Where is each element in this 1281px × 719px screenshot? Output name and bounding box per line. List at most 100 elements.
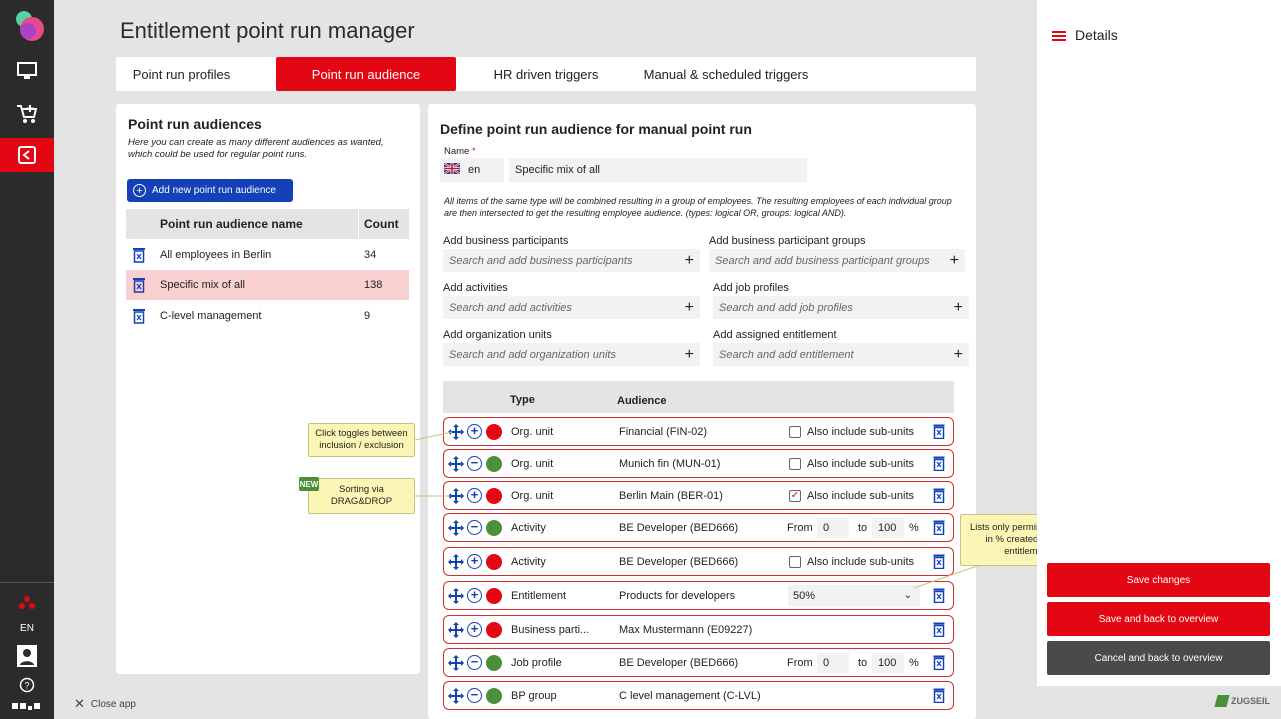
business-participants-search[interactable]: Search and add business participants + xyxy=(443,249,700,272)
audience-rule-row[interactable]: − BP group C level management (C-LVL) xyxy=(443,681,954,710)
trash-icon[interactable] xyxy=(933,450,945,477)
include-toggle-icon[interactable]: + xyxy=(467,582,482,609)
org-icon[interactable] xyxy=(0,594,54,612)
rule-audience: Max Mustermann (E09227) xyxy=(619,623,753,636)
table-row-selected[interactable]: Specific mix of all 138 xyxy=(126,270,409,300)
range-to-input[interactable]: 100 xyxy=(872,649,904,676)
job-profiles-search[interactable]: Search and add job profiles + xyxy=(713,296,969,319)
tab-point-run-profiles[interactable]: Point run profiles xyxy=(132,66,231,82)
subunits-label: Also include sub-units xyxy=(807,457,915,470)
audience-rule-row[interactable]: + Org. unit Berlin Main (BER-01) ✓ Also incl… xyxy=(443,481,954,510)
drag-handle-icon[interactable] xyxy=(447,582,465,609)
logo-icon[interactable] xyxy=(0,8,54,46)
name-input[interactable]: Specific mix of all xyxy=(509,158,807,182)
drag-handle-icon[interactable] xyxy=(447,482,465,509)
include-toggle-icon[interactable]: + xyxy=(467,548,482,575)
tab-manual-scheduled-triggers[interactable]: Manual & scheduled triggers xyxy=(643,66,809,82)
trash-icon[interactable] xyxy=(933,514,945,541)
trash-icon[interactable] xyxy=(933,548,945,575)
monitor-icon[interactable] xyxy=(0,58,54,84)
save-button[interactable]: Save changes xyxy=(1047,563,1270,597)
status-dot-green[interactable] xyxy=(486,450,502,477)
audience-rule-row[interactable]: + Activity BE Developer (BED666) Also inclu… xyxy=(443,547,954,576)
subunits-checkbox[interactable]: Also include sub-units xyxy=(789,548,914,575)
subunits-checkbox[interactable]: Also include sub-units xyxy=(789,418,914,445)
org-units-search[interactable]: Search and add organization units + xyxy=(443,343,700,366)
plus-icon[interactable]: + xyxy=(949,251,959,269)
include-toggle-icon[interactable]: + xyxy=(467,616,482,643)
subunits-checkbox[interactable]: ✓ Also include sub-units xyxy=(789,482,914,509)
entitlement-search[interactable]: Search and add entitlement + xyxy=(713,343,969,366)
trash-icon[interactable] xyxy=(933,418,945,445)
trash-icon[interactable] xyxy=(933,582,945,609)
plus-icon[interactable]: + xyxy=(684,251,694,269)
help-icon[interactable]: ? xyxy=(0,676,54,694)
drag-handle-icon[interactable] xyxy=(447,418,465,445)
permission-level-select[interactable]: 50% ⌄ xyxy=(788,585,920,606)
plus-icon[interactable]: + xyxy=(684,345,694,363)
activities-search[interactable]: Search and add activities + xyxy=(443,296,700,319)
audience-rule-row[interactable]: − Activity BE Developer (BED666) From 0 to 100… xyxy=(443,513,954,542)
drag-handle-icon[interactable] xyxy=(447,514,465,541)
tab-hr-driven-triggers[interactable]: HR driven triggers xyxy=(493,66,599,82)
status-dot-green[interactable] xyxy=(486,514,502,541)
audience-rule-row[interactable]: − Org. unit Munich fin (MUN-01) Also includ… xyxy=(443,449,954,478)
plus-icon[interactable]: + xyxy=(953,345,963,363)
search-placeholder: Search and add activities xyxy=(449,301,572,314)
trash-icon[interactable] xyxy=(933,649,945,676)
trash-icon[interactable] xyxy=(933,482,945,509)
range-from-input[interactable]: 0 xyxy=(817,649,849,676)
drag-handle-icon[interactable] xyxy=(447,649,465,676)
status-dot-red[interactable] xyxy=(486,582,502,609)
status-dot-red[interactable] xyxy=(486,548,502,575)
status-dot-red[interactable] xyxy=(486,616,502,643)
add-audience-button[interactable]: + Add new point run audience xyxy=(127,179,293,202)
status-dot-green[interactable] xyxy=(486,649,502,676)
drag-handle-icon[interactable] xyxy=(447,450,465,477)
trash-icon[interactable] xyxy=(933,682,945,709)
search-placeholder: Search and add organization units xyxy=(449,348,616,361)
drag-handle-icon[interactable] xyxy=(447,682,465,709)
status-dot-green[interactable] xyxy=(486,682,502,709)
audience-rule-row[interactable]: + Business parti... Max Mustermann (E09227… xyxy=(443,615,954,644)
language-select[interactable]: en xyxy=(440,158,504,182)
status-dot-red[interactable] xyxy=(486,418,502,445)
include-toggle-icon[interactable]: + xyxy=(467,482,482,509)
exclude-toggle-icon[interactable]: − xyxy=(467,649,482,676)
exclude-toggle-icon[interactable]: − xyxy=(467,450,482,477)
range-from-input[interactable]: 0 xyxy=(817,514,849,541)
audience-count: 34 xyxy=(364,249,377,261)
apps-icon[interactable] xyxy=(0,700,54,712)
trash-icon[interactable] xyxy=(933,616,945,643)
plus-icon[interactable]: + xyxy=(684,298,694,316)
range-to-input[interactable]: 100 xyxy=(872,514,904,541)
exclude-toggle-icon[interactable]: − xyxy=(467,514,482,541)
language-label[interactable]: EN xyxy=(20,622,34,634)
exit-icon[interactable] xyxy=(0,138,54,172)
audience-rule-row[interactable]: + Entitlement Products for developers 50% ⌄ xyxy=(443,581,954,610)
search-placeholder: Search and add business participant grou… xyxy=(715,254,930,267)
audience-rule-row[interactable]: − Job profile BE Developer (BED666) From 0 to… xyxy=(443,648,954,677)
table-row[interactable]: All employees in Berlin 34 xyxy=(126,240,409,270)
user-icon[interactable] xyxy=(0,644,54,668)
table-row[interactable]: C-level management 9 xyxy=(126,301,409,331)
participant-groups-search[interactable]: Search and add business participant grou… xyxy=(709,249,965,272)
save-back-button[interactable]: Save and back to overview xyxy=(1047,602,1270,636)
menu-icon[interactable] xyxy=(1052,29,1066,47)
trash-icon[interactable] xyxy=(132,277,146,296)
subunits-checkbox[interactable]: Also include sub-units xyxy=(789,450,914,477)
drag-handle-icon[interactable] xyxy=(447,548,465,575)
tab-point-run-audience[interactable]: Point run audience xyxy=(276,57,456,91)
trash-icon[interactable] xyxy=(132,308,146,327)
include-toggle-icon[interactable]: + xyxy=(467,418,482,445)
audience-rule-row[interactable]: + Org. unit Financial (FIN-02) Also include… xyxy=(443,417,954,446)
exclude-toggle-icon[interactable]: − xyxy=(467,682,482,709)
cancel-back-button[interactable]: Cancel and back to overview xyxy=(1047,641,1270,675)
trash-icon[interactable] xyxy=(132,247,146,266)
close-app-link[interactable]: ✕ Close app xyxy=(74,696,136,712)
cart-icon[interactable] xyxy=(0,100,54,128)
rule-audience: Munich fin (MUN-01) xyxy=(619,457,721,470)
status-dot-red[interactable] xyxy=(486,482,502,509)
drag-handle-icon[interactable] xyxy=(447,616,465,643)
plus-icon[interactable]: + xyxy=(953,298,963,316)
